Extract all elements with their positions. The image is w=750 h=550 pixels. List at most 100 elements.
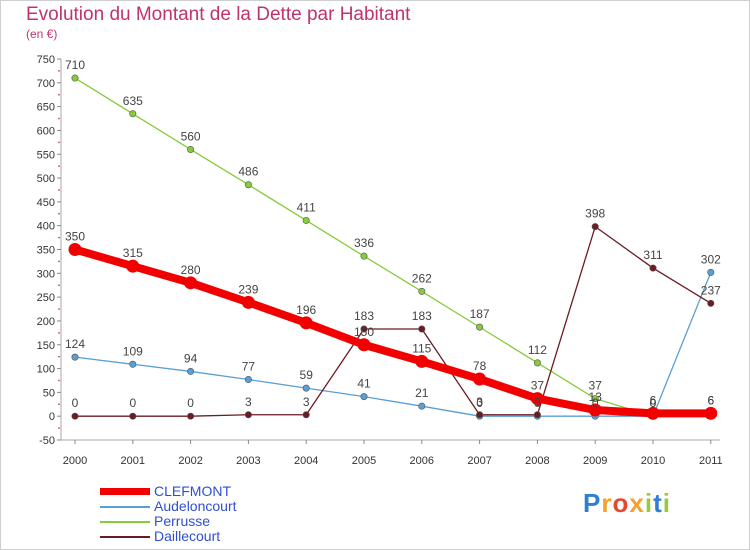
- legend-label-audeloncourt: Audeloncourt: [154, 498, 237, 514]
- data-label-audeloncourt: 0: [592, 396, 599, 410]
- data-label-clefmont: 13: [589, 390, 603, 404]
- data-label-daillecourt: 3: [534, 395, 541, 409]
- legend: CLEFMONT Audeloncourt Perrusse Daillecou…: [100, 484, 237, 544]
- point-audeloncourt: [418, 402, 426, 410]
- x-tick-label: 2011: [699, 455, 723, 467]
- y-minor-tick: [58, 355, 60, 358]
- point-clefmont: [126, 259, 140, 273]
- y-tick-label: 300: [37, 268, 55, 280]
- legend-item-clefmont[interactable]: CLEFMONT: [100, 484, 237, 499]
- data-label-audeloncourt: 0: [650, 396, 657, 410]
- legend-swatch-clefmont: [100, 488, 150, 495]
- y-minor-tick: [58, 189, 60, 191]
- data-label-daillecourt: 237: [701, 283, 721, 297]
- data-label-perrusse: 112: [528, 343, 547, 357]
- data-label-audeloncourt: 94: [184, 351, 198, 365]
- point-daillecourt: [71, 412, 79, 420]
- logo-letter: x: [629, 488, 645, 518]
- point-daillecourt: [476, 411, 484, 419]
- legend-label-clefmont: CLEFMONT: [154, 483, 231, 499]
- data-label-perrusse: 336: [354, 236, 374, 250]
- logo-letter: o: [612, 488, 630, 518]
- data-label-clefmont: 280: [181, 263, 201, 277]
- y-tick-label: 750: [37, 54, 55, 66]
- data-label-daillecourt: 0: [129, 396, 136, 410]
- point-daillecourt: [360, 325, 368, 333]
- y-tick-label: 100: [37, 364, 55, 376]
- data-label-perrusse: 411: [297, 200, 316, 214]
- point-perrusse: [533, 359, 541, 367]
- series-line-audeloncourt: [74, 271, 712, 417]
- data-label-audeloncourt: 21: [415, 386, 429, 400]
- point-audeloncourt: [707, 268, 715, 276]
- data-label-clefmont: 115: [412, 341, 431, 355]
- legend-swatch-perrusse: [100, 520, 150, 523]
- point-daillecourt: [244, 411, 252, 419]
- y-tick-label: 350: [37, 245, 55, 257]
- legend-item-daillecourt[interactable]: Daillecourt: [100, 529, 237, 544]
- x-tick-label: 2003: [236, 455, 260, 467]
- x-tick-label: 2005: [352, 455, 376, 467]
- point-daillecourt: [129, 412, 137, 420]
- axes: -500501001502002503003504004505005506006…: [37, 54, 723, 467]
- point-clefmont: [704, 406, 718, 420]
- point-clefmont: [530, 392, 544, 406]
- x-tick-label: 2007: [467, 455, 491, 467]
- point-clefmont: [473, 372, 487, 386]
- point-perrusse: [129, 110, 137, 118]
- series-line-clefmont: [71, 245, 715, 418]
- point-daillecourt: [591, 223, 599, 231]
- legend-label-daillecourt: Daillecourt: [154, 528, 221, 544]
- chart-title: Evolution du Montant de la Dette par Hab…: [26, 4, 411, 25]
- y-tick-label: 550: [37, 149, 55, 161]
- legend-item-audeloncourt[interactable]: Audeloncourt: [100, 499, 237, 514]
- point-perrusse: [591, 395, 599, 403]
- data-label-clefmont: 315: [123, 246, 143, 260]
- x-tick-label: 2006: [410, 455, 434, 467]
- y-tick-label: 650: [37, 102, 55, 114]
- y-tick-label: -50: [39, 435, 55, 447]
- point-daillecourt: [418, 325, 426, 333]
- point-perrusse: [476, 323, 484, 331]
- data-label-daillecourt: 0: [187, 396, 194, 410]
- point-perrusse: [418, 287, 426, 295]
- y-tick-label: 700: [37, 78, 55, 90]
- y-tick-label: 0: [49, 411, 55, 423]
- data-label-clefmont: 239: [238, 282, 258, 296]
- legend-swatch-daillecourt: [100, 535, 150, 538]
- data-label-audeloncourt: 0: [476, 396, 483, 410]
- data-label-audeloncourt: 59: [300, 368, 314, 382]
- data-label-perrusse: 635: [123, 94, 143, 108]
- point-clefmont: [357, 338, 371, 352]
- series-line-perrusse: [74, 77, 712, 417]
- y-tick-label: 250: [37, 292, 55, 304]
- data-label-perrusse: 486: [238, 165, 258, 179]
- y-minor-tick: [58, 308, 60, 310]
- data-label-clefmont: 150: [354, 325, 374, 339]
- x-tick-label: 2009: [583, 455, 607, 467]
- y-minor-tick: [58, 141, 60, 144]
- point-audeloncourt: [187, 367, 195, 375]
- y-minor-tick: [58, 93, 60, 96]
- data-label-audeloncourt: 109: [123, 344, 143, 358]
- y-minor-tick: [58, 212, 60, 215]
- series-line-daillecourt: [74, 225, 712, 417]
- data-label-daillecourt: 3: [476, 395, 483, 409]
- data-label-daillecourt: 3: [303, 395, 310, 409]
- point-audeloncourt: [129, 360, 137, 368]
- x-tick-label: 2004: [294, 455, 318, 467]
- point-daillecourt: [533, 411, 541, 419]
- legend-item-perrusse[interactable]: Perrusse: [100, 514, 237, 529]
- unit-label: (en €): [26, 27, 58, 41]
- point-audeloncourt: [244, 376, 252, 384]
- point-daillecourt: [302, 411, 310, 419]
- logo-letter: P: [583, 488, 602, 518]
- data-label-perrusse: 710: [65, 58, 85, 72]
- data-label-daillecourt: 3: [245, 395, 252, 409]
- point-perrusse: [244, 181, 252, 189]
- y-minor-tick: [58, 236, 60, 239]
- point-daillecourt: [649, 264, 657, 272]
- y-minor-tick: [58, 379, 60, 382]
- y-tick-label: 450: [37, 197, 55, 209]
